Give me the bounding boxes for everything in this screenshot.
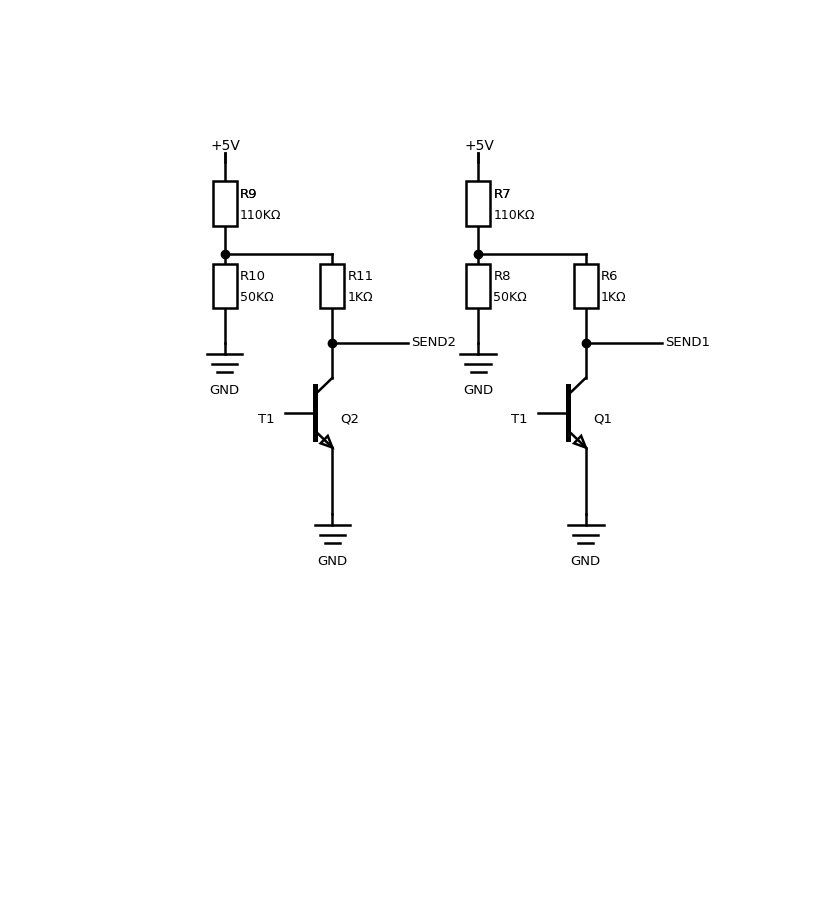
Bar bbox=[466, 182, 490, 225]
Bar bbox=[213, 182, 237, 225]
Text: +5V: +5V bbox=[465, 139, 494, 153]
Text: GND: GND bbox=[318, 555, 348, 568]
Text: R10: R10 bbox=[240, 270, 266, 283]
Text: GND: GND bbox=[570, 555, 600, 568]
Text: R11: R11 bbox=[348, 270, 374, 283]
Bar bbox=[466, 264, 490, 308]
Text: R9: R9 bbox=[240, 187, 258, 201]
Text: +5V: +5V bbox=[211, 139, 241, 153]
Text: 110KΩ: 110KΩ bbox=[493, 208, 535, 222]
Text: GND: GND bbox=[463, 384, 493, 397]
Text: 110KΩ: 110KΩ bbox=[240, 208, 281, 222]
Text: R6: R6 bbox=[601, 270, 619, 283]
Text: SEND1: SEND1 bbox=[665, 337, 710, 349]
Text: Q2: Q2 bbox=[340, 413, 359, 425]
Text: SEND2: SEND2 bbox=[412, 337, 456, 349]
Text: T1: T1 bbox=[258, 413, 274, 425]
Text: R7: R7 bbox=[493, 187, 511, 201]
Text: 50KΩ: 50KΩ bbox=[493, 291, 527, 304]
Text: R8: R8 bbox=[493, 270, 510, 283]
Bar bbox=[574, 264, 598, 308]
Text: R7: R7 bbox=[493, 187, 511, 201]
Text: 1KΩ: 1KΩ bbox=[348, 291, 374, 304]
Text: R9: R9 bbox=[240, 187, 258, 201]
Text: GND: GND bbox=[209, 384, 239, 397]
Text: 50KΩ: 50KΩ bbox=[240, 291, 274, 304]
Text: T1: T1 bbox=[511, 413, 528, 425]
Bar bbox=[320, 264, 344, 308]
Text: 1KΩ: 1KΩ bbox=[601, 291, 626, 304]
Bar bbox=[213, 264, 237, 308]
Text: Q1: Q1 bbox=[594, 413, 612, 425]
